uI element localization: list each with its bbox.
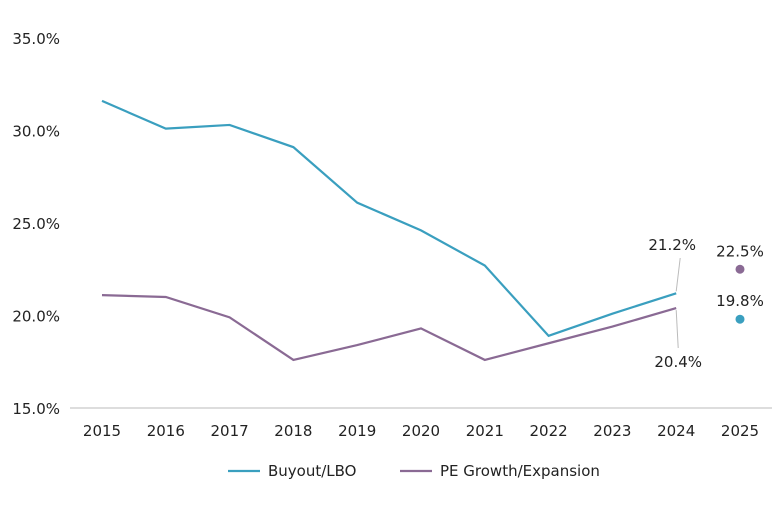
data-point-2025 bbox=[735, 264, 745, 274]
x-tick-label: 2016 bbox=[147, 422, 185, 440]
y-tick-label: 15.0% bbox=[12, 400, 60, 418]
data-label-2024: 20.4% bbox=[654, 353, 702, 371]
y-tick-label: 25.0% bbox=[12, 215, 60, 233]
x-tick-label: 2015 bbox=[83, 422, 121, 440]
label-leader-line bbox=[675, 310, 679, 349]
data-point-2025 bbox=[735, 314, 745, 324]
x-tick-label: 2021 bbox=[466, 422, 504, 440]
series-line-buyout bbox=[101, 99, 677, 338]
legend-label: PE Growth/Expansion bbox=[440, 462, 600, 480]
data-label-2025: 19.8% bbox=[716, 292, 764, 310]
data-label-2025: 22.5% bbox=[716, 242, 764, 260]
x-tick-label: 2024 bbox=[657, 422, 695, 440]
legend-label: Buyout/LBO bbox=[268, 462, 356, 480]
y-tick-label: 20.0% bbox=[12, 308, 60, 326]
x-tick-label: 2019 bbox=[338, 422, 376, 440]
data-label-2024: 21.2% bbox=[648, 236, 696, 254]
y-tick-label: 30.0% bbox=[12, 123, 60, 141]
x-tick-label: 2023 bbox=[593, 422, 631, 440]
x-tick-label: 2025 bbox=[721, 422, 759, 440]
y-tick-label: 35.0% bbox=[12, 30, 60, 48]
series-line-pe-growth bbox=[101, 294, 677, 362]
x-tick-label: 2017 bbox=[211, 422, 249, 440]
x-tick-label: 2018 bbox=[274, 422, 312, 440]
x-tick-label: 2022 bbox=[530, 422, 568, 440]
x-tick-label: 2020 bbox=[402, 422, 440, 440]
label-leader-line bbox=[675, 257, 681, 292]
